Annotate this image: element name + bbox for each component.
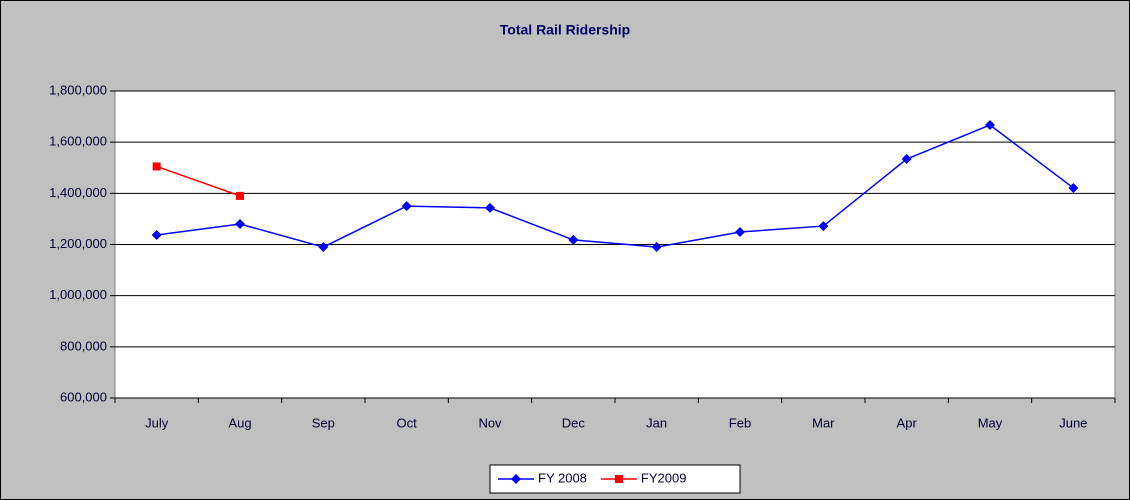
y-tick-label: 600,000 <box>60 389 107 404</box>
y-tick-label: 1,200,000 <box>49 236 107 251</box>
data-point <box>735 226 745 237</box>
y-tick-label: 1,800,000 <box>49 82 107 97</box>
legend-marker <box>614 475 623 483</box>
data-point <box>818 221 829 232</box>
x-tick-label: June <box>1059 415 1087 430</box>
x-tick-label: Sep <box>312 415 335 430</box>
data-point <box>151 230 162 241</box>
x-tick-label: Jan <box>646 415 667 430</box>
x-tick-label: Dec <box>562 415 586 430</box>
data-point <box>651 242 662 253</box>
data-point <box>235 219 245 230</box>
data-point <box>485 202 495 213</box>
data-point <box>985 120 995 131</box>
x-tick-label: Mar <box>812 415 835 430</box>
x-tick-label: May <box>978 415 1003 430</box>
x-tick-label: Apr <box>897 415 918 430</box>
x-tick-label: July <box>145 415 169 430</box>
data-point <box>236 191 244 200</box>
legend-label: FY2009 <box>641 470 687 485</box>
legend-marker <box>511 474 521 484</box>
data-point <box>568 234 579 245</box>
data-point <box>401 201 412 212</box>
y-tick-label: 800,000 <box>60 338 107 353</box>
y-tick-label: 1,000,000 <box>49 287 107 302</box>
x-tick-label: Aug <box>228 415 251 430</box>
x-tick-label: Feb <box>729 415 751 430</box>
series-line <box>156 165 241 197</box>
x-tick-label: Nov <box>478 415 502 430</box>
y-tick-label: 1,600,000 <box>49 134 107 149</box>
data-point <box>901 154 912 165</box>
y-tick-label: 1,400,000 <box>49 185 107 200</box>
legend-label: FY 2008 <box>538 470 587 485</box>
data-point <box>318 242 329 253</box>
x-tick-label: Oct <box>397 415 418 430</box>
data-point <box>152 162 161 171</box>
chart-title: Total Rail Ridership <box>500 22 630 38</box>
series-line <box>156 124 1074 248</box>
data-point <box>1068 182 1079 193</box>
